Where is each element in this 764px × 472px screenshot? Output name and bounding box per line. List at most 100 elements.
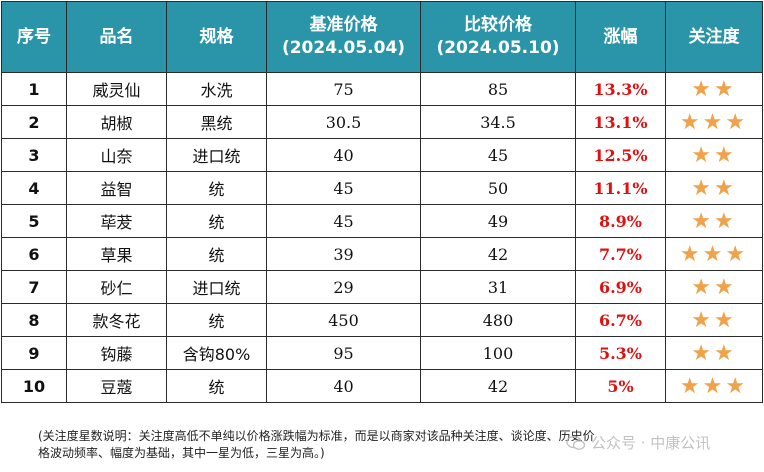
product-name-cell: 草果 [66,237,167,271]
spec-cell: 统 [166,171,267,205]
product-name-cell: 豆蔻 [66,369,167,403]
base-price-cell: 40 [266,138,421,172]
attention-footnote: (关注度星数说明：关注度高低不单纯以价格涨跌幅为标准，而是以商家对该品种关注度、… [38,428,738,462]
base-price-cell: 39 [266,237,421,271]
compare-price-cell: 45 [420,138,576,172]
star-rating-icon: ★★★ [679,241,749,267]
star-rating-icon: ★★ [691,142,737,168]
product-name-cell: 山奈 [66,138,167,172]
base-price-cell: 45 [266,204,421,238]
star-rating-icon: ★★ [691,307,737,333]
column-header-title: 关注度 [688,26,740,47]
star-rating-icon: ★★ [691,208,737,234]
compare-price-cell: 42 [420,369,576,403]
rise-cell: 8.9% [575,204,666,238]
column-header-title: 涨幅 [603,26,638,47]
rise-cell: 6.7% [575,303,666,337]
table-row: 8 款冬花统 450 480 6.7% ★★ [1,303,763,337]
wechat-icon [566,435,586,450]
column-header: 序号 [1,1,67,73]
serial-cell: 10 [1,369,67,403]
attention-cell: ★★★ [665,105,763,139]
spec-cell: 统 [166,303,267,337]
rise-cell: 13.3% [575,72,666,106]
column-header-date: (2024.05.04) [281,38,406,58]
star-rating-icon: ★★ [691,76,737,102]
column-header: 基准价格 (2024.05.04) [266,1,421,73]
compare-price-cell: 49 [420,204,576,238]
table-row: 7 砂仁 进口统 29 31 6.9% ★★ [1,270,763,304]
table-row: 9 钩藤 含钩80% 95 100 5.3% ★★ [1,336,763,370]
star-rating-icon: ★★ [691,274,737,300]
product-name-cell: 荜茇 [66,204,167,238]
table-row: 10 豆蔻统 40 42 5% ★★★ [1,369,763,403]
product-name-cell: 益智 [66,171,167,205]
product-name-cell: 款冬花 [66,303,167,337]
header-row: 序号 品名 规格 基准价格 (2024.05.04) 比较价格 (2024.05.10) 涨幅… [1,1,763,73]
spec-cell: 进口统 [166,138,267,172]
column-header-title: 基准价格 [309,15,378,35]
compare-price-cell: 31 [420,270,576,304]
attention-cell: ★★★ [665,369,763,403]
rise-cell: 6.9% [575,270,666,304]
product-name-cell: 胡椒 [66,105,167,139]
footnote-line-1: (关注度星数说明：关注度高低不单纯以价格涨跌幅为标准，而是以商家对该品种关注度、… [38,429,595,443]
price-comparison-table: 序号 品名 规格 基准价格 (2024.05.04) 比较价格 (2024.05.10) 涨幅… [1,1,763,403]
column-header-title: 比较价格 [464,15,532,35]
table-body: 1 威灵仙 水洗 75 85 13.3% ★★ 2 胡椒 黑统 30.5 34.5 13.1% ★★★ 3 山… [1,72,763,403]
rise-cell: 11.1% [575,171,666,205]
base-price-cell: 450 [266,303,421,337]
column-header-title: 序号 [17,26,51,47]
product-name-cell: 钩藤 [66,336,167,370]
attention-cell: ★★★ [665,237,763,271]
product-name-cell: 威灵仙 [66,72,167,106]
table-row: 1 威灵仙 水洗 75 85 13.3% ★★ [1,72,763,106]
attention-cell: ★★ [665,336,763,370]
column-header: 品名 [66,1,167,73]
spec-cell: 统 [166,237,267,271]
column-header-date: (2024.05.10) [436,38,560,58]
column-header: 涨幅 [575,1,666,73]
serial-cell: 8 [1,303,67,337]
spec-cell: 进口统 [166,270,267,304]
base-price-cell: 45 [266,171,421,205]
serial-cell: 3 [1,138,67,172]
serial-cell: 7 [1,270,67,304]
table-row: 4 益智统 45 50 11.1% ★★ [1,171,763,205]
serial-cell: 9 [1,336,67,370]
compare-price-cell: 85 [420,72,576,106]
rise-cell: 13.1% [575,105,666,139]
rise-cell: 7.7% [575,237,666,271]
star-rating-icon: ★★ [691,340,737,366]
attention-cell: ★★ [665,303,763,337]
base-price-cell: 95 [266,336,421,370]
column-header: 关注度 [665,1,763,73]
serial-cell: 4 [1,171,67,205]
rise-cell: 12.5% [575,138,666,172]
column-header-title: 品名 [99,26,134,47]
attention-cell: ★★ [665,270,763,304]
table-row: 6 草果统 39 42 7.7% ★★★ [1,237,763,271]
column-header: 规格 [166,1,267,73]
compare-price-cell: 34.5 [420,105,576,139]
footnote-line-2: 格波动频率、幅度为基础，其中一星为低，三星为高。) [38,446,325,460]
star-rating-icon: ★★ [691,175,737,201]
spec-cell: 黑统 [166,105,267,139]
serial-cell: 2 [1,105,67,139]
serial-cell: 6 [1,237,67,271]
column-header-title: 规格 [199,26,234,47]
watermark-text: 公众号 · 中康公讯 [591,434,711,452]
table-header: 序号 品名 规格 基准价格 (2024.05.04) 比较价格 (2024.05.10) 涨幅… [1,1,763,73]
compare-price-cell: 42 [420,237,576,271]
table-row: 2 胡椒 黑统 30.5 34.5 13.1% ★★★ [1,105,763,139]
attention-cell: ★★ [665,138,763,172]
spec-cell: 含钩80% [166,336,267,370]
base-price-cell: 30.5 [266,105,421,139]
serial-cell: 1 [1,72,67,106]
serial-cell: 5 [1,204,67,238]
spec-cell: 水洗 [166,72,267,106]
attention-cell: ★★ [665,171,763,205]
spec-cell: 统 [166,204,267,238]
table-row: 5 荜茇统 45 49 8.9% ★★ [1,204,763,238]
compare-price-cell: 50 [420,171,576,205]
